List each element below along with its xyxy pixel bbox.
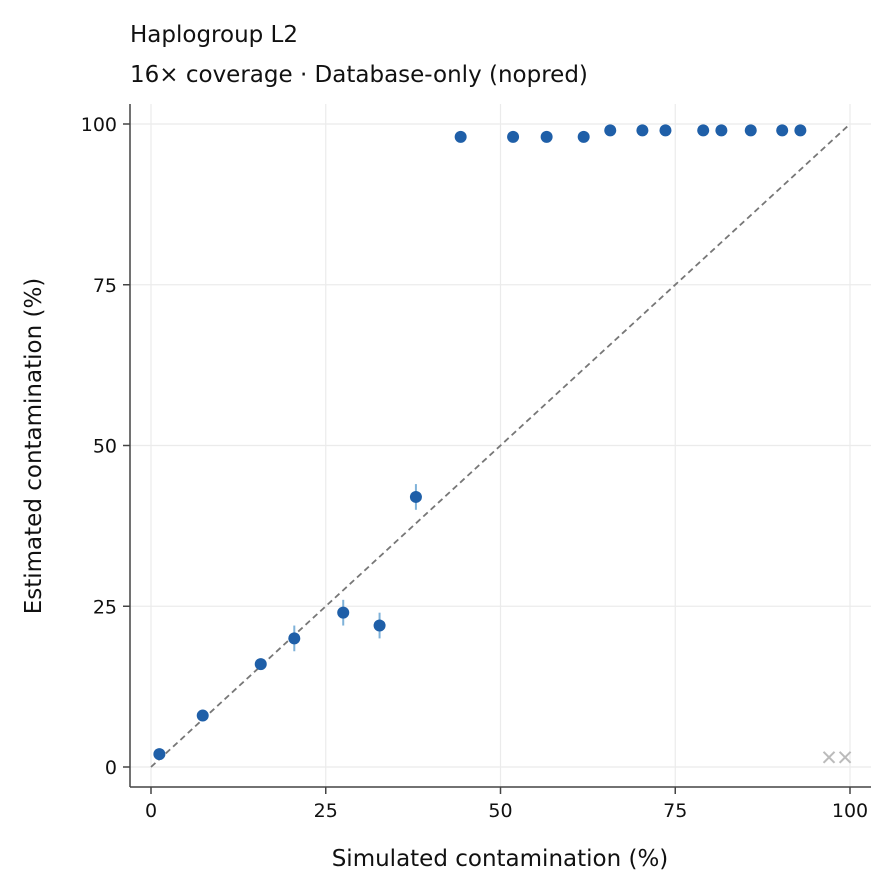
x-tick-label: 50: [488, 800, 512, 822]
y-tick-label: 100: [81, 114, 117, 136]
data-point: [744, 124, 757, 137]
data-point: [288, 632, 301, 645]
data-point: [577, 130, 590, 143]
identity-reference-line: [150, 123, 851, 768]
data-point: [337, 606, 350, 619]
x-tick-label: 0: [145, 800, 157, 822]
data-point: [153, 748, 166, 761]
data-point: [636, 124, 649, 137]
x-tick-label: 75: [663, 800, 687, 822]
data-point: [373, 619, 386, 632]
failed-points: [822, 751, 852, 764]
data-point: [776, 124, 789, 137]
x-axis-label: Simulated contamination (%): [332, 846, 669, 872]
y-axis-label: Estimated contamination (%): [21, 278, 47, 615]
data-point: [540, 130, 553, 143]
data-point: [604, 124, 617, 137]
error-bars: [293, 484, 417, 652]
chart-title: Haplogroup L2: [130, 22, 298, 48]
data-point: [697, 124, 710, 137]
failed-marker-stroke: [838, 751, 852, 764]
data-point: [794, 124, 807, 137]
data-point: [196, 709, 209, 722]
axis-ticks: 0 25 50 75 100 0 25 50 75 100: [81, 114, 868, 822]
data-points: [153, 124, 807, 761]
y-tick-label: 75: [93, 275, 117, 297]
failed-point-marker: [838, 751, 852, 764]
chart-subtitle: 16× coverage · Database-only (nopred): [130, 62, 588, 88]
x-tick-label: 25: [314, 800, 338, 822]
failed-marker-stroke: [822, 751, 836, 764]
failed-point-marker: [822, 751, 836, 764]
grid-lines: [130, 104, 871, 787]
data-point: [409, 490, 422, 503]
x-tick-label: 100: [832, 800, 868, 822]
data-point: [715, 124, 728, 137]
data-point: [659, 124, 672, 137]
y-tick-label: 0: [105, 757, 117, 779]
data-point: [507, 130, 520, 143]
y-tick-label: 50: [93, 436, 117, 458]
data-point: [454, 130, 467, 143]
y-tick-label: 25: [93, 596, 117, 618]
data-point: [254, 658, 267, 671]
